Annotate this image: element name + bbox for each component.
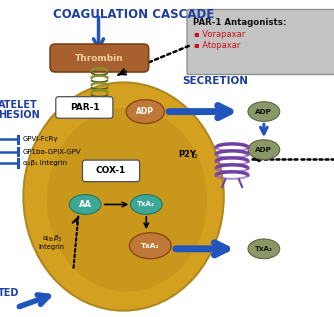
Text: COX-1: COX-1 <box>96 166 126 175</box>
Ellipse shape <box>130 195 162 214</box>
Text: GP1bα-GPIX-GPV: GP1bα-GPIX-GPV <box>23 149 81 154</box>
Ellipse shape <box>248 239 280 259</box>
Text: $\alpha_{IIb}\beta_3$: $\alpha_{IIb}\beta_3$ <box>41 234 62 244</box>
Text: PAR-1 Antagonists:: PAR-1 Antagonists: <box>193 18 287 27</box>
Ellipse shape <box>248 140 280 159</box>
Text: SECRETION: SECRETION <box>182 76 248 86</box>
Text: AA: AA <box>79 200 92 209</box>
Text: COAGULATION CASCADE: COAGULATION CASCADE <box>53 8 214 21</box>
Text: ADP: ADP <box>256 147 272 152</box>
Text: ATELET: ATELET <box>0 100 38 110</box>
Ellipse shape <box>248 102 280 121</box>
Text: TED: TED <box>0 288 20 298</box>
Text: ADP: ADP <box>136 107 154 116</box>
Text: Thrombin: Thrombin <box>75 54 124 62</box>
Text: P2Y: P2Y <box>179 150 197 159</box>
Ellipse shape <box>126 100 165 123</box>
FancyBboxPatch shape <box>187 10 334 74</box>
Ellipse shape <box>130 233 171 259</box>
Text: PAR-1: PAR-1 <box>70 103 99 112</box>
FancyBboxPatch shape <box>56 97 113 118</box>
Text: HESION: HESION <box>0 110 40 120</box>
Text: 12: 12 <box>190 154 198 159</box>
FancyBboxPatch shape <box>50 44 149 72</box>
Text: ▪ Vorapaxar: ▪ Vorapaxar <box>194 30 245 39</box>
Text: ▪ Atopaxar: ▪ Atopaxar <box>194 41 241 50</box>
Ellipse shape <box>69 195 101 214</box>
Text: Integrin: Integrin <box>39 244 65 249</box>
Ellipse shape <box>47 108 207 292</box>
Text: TxA₂: TxA₂ <box>137 202 155 207</box>
Text: α₂β₁ Integrin: α₂β₁ Integrin <box>23 160 67 166</box>
Text: TxA₂: TxA₂ <box>255 246 273 252</box>
Text: TxA₂: TxA₂ <box>141 243 160 249</box>
Text: GPVI-FcRγ: GPVI-FcRγ <box>23 137 58 142</box>
Text: ADP: ADP <box>256 109 272 114</box>
FancyBboxPatch shape <box>82 160 140 182</box>
Ellipse shape <box>23 82 224 311</box>
